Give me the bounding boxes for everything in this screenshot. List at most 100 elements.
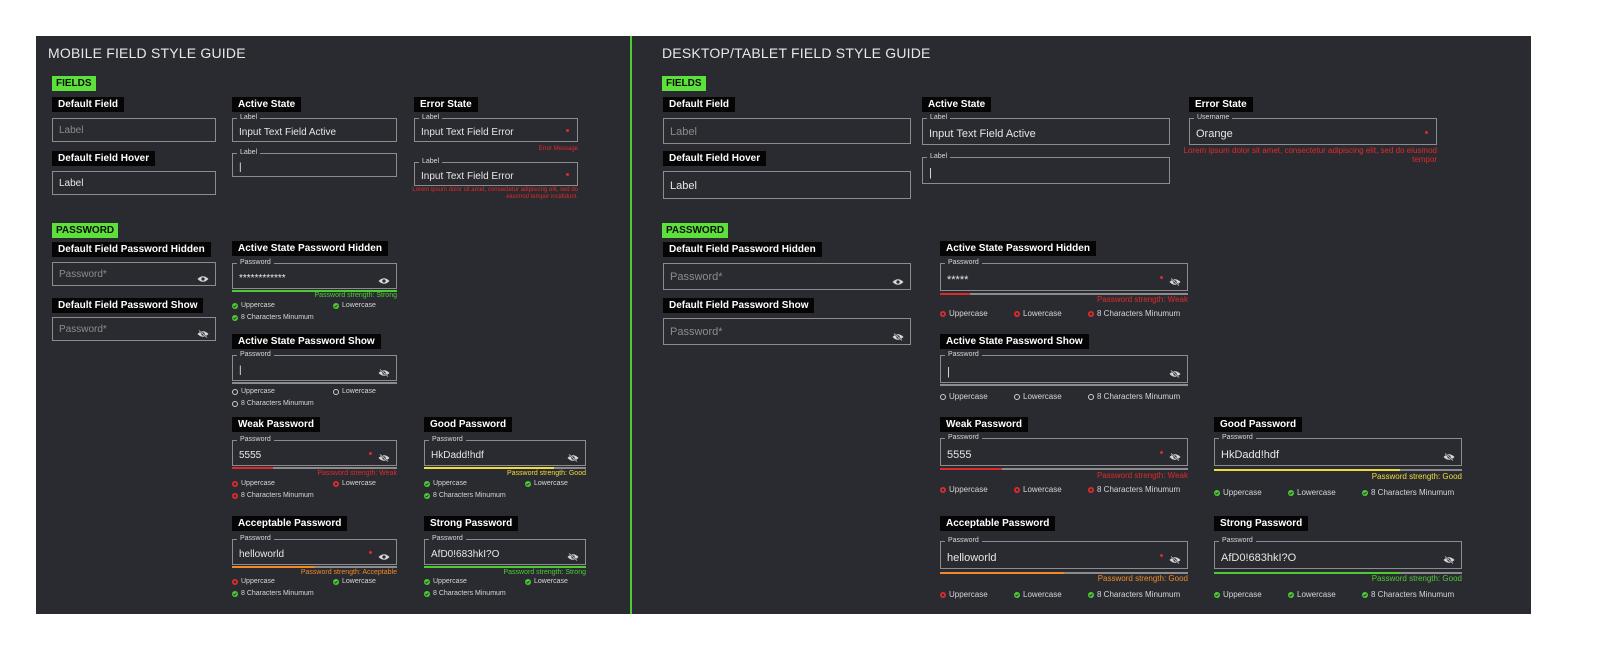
check-circle-icon xyxy=(333,302,339,309)
field-floating-label: Password xyxy=(945,258,982,267)
criterion-text: Lowercase xyxy=(342,480,376,487)
strength-bar-fill xyxy=(232,566,315,568)
password-field[interactable]: Password ***** xyxy=(940,258,1188,291)
password-field[interactable]: Password | xyxy=(940,350,1188,383)
x-circle-icon xyxy=(940,486,946,493)
component-label: Default Field Hover xyxy=(663,151,767,166)
x-circle-icon xyxy=(232,492,238,499)
password-criterion: 8 Characters Minumum xyxy=(1088,485,1180,494)
field-floating-label: Password xyxy=(945,536,982,545)
text-field[interactable]: Label xyxy=(52,118,216,142)
field-floating-label: Password xyxy=(237,534,274,543)
eye-icon[interactable] xyxy=(378,548,390,560)
text-field[interactable]: Label Input Text Field Active xyxy=(232,113,397,142)
strength-text: Password strength: Strong xyxy=(503,569,587,576)
password-field[interactable]: Password | xyxy=(232,350,397,381)
check-circle-icon xyxy=(333,578,339,585)
error-message: Lorem ipsum dolor sit amet, consectetur … xyxy=(1183,146,1437,165)
criterion-text: Uppercase xyxy=(949,485,988,494)
password-field[interactable]: Password ************ xyxy=(232,258,397,289)
eye-off-icon[interactable] xyxy=(197,325,209,339)
password-field[interactable]: Password* xyxy=(663,318,911,345)
criterion-text: Uppercase xyxy=(241,578,275,585)
component-label: Weak Password xyxy=(940,417,1028,432)
text-field[interactable]: Label Input Text Field Active xyxy=(922,113,1170,145)
component-label: Default Field Password Hidden xyxy=(52,242,211,257)
check-circle-icon xyxy=(1288,489,1294,496)
eye-icon[interactable] xyxy=(892,273,904,285)
password-criterion: Lowercase xyxy=(333,388,376,395)
criterion-text: 8 Characters Minumum xyxy=(1097,392,1181,401)
text-field[interactable]: Label xyxy=(663,171,911,199)
password-criterion: Lowercase xyxy=(1014,309,1062,318)
password-field[interactable]: Password helloworld xyxy=(232,534,397,565)
field-floating-label: Label xyxy=(237,113,261,122)
eye-off-icon[interactable] xyxy=(1169,448,1181,462)
field-floating-label: Password xyxy=(237,435,274,444)
eye-off-icon[interactable] xyxy=(892,328,904,341)
password-field[interactable]: Password 5555 xyxy=(940,433,1188,466)
component-label: Active State Password Show xyxy=(232,334,381,349)
field-placeholder: Label xyxy=(670,125,697,138)
password-field[interactable]: Password AfD0!683hkI?O xyxy=(1214,536,1462,569)
component-label: Default Field Password Show xyxy=(663,298,815,313)
check-circle-icon xyxy=(424,492,430,499)
password-field[interactable]: Password AfD0!683hkI?O xyxy=(424,534,586,565)
empty-circle-icon xyxy=(940,393,946,400)
eye-off-icon[interactable] xyxy=(1443,448,1455,462)
field-value: Label xyxy=(59,178,84,189)
text-field[interactable]: Label xyxy=(663,118,911,144)
field-floating-label: Password xyxy=(945,433,982,442)
password-field[interactable]: Password* xyxy=(52,262,216,286)
error-message: Lorem ipsum dolor sit amet, consectetur … xyxy=(412,187,578,200)
password-criterion: 8 Characters Minumum xyxy=(1088,309,1180,318)
eye-off-icon[interactable] xyxy=(1169,551,1181,565)
empty-circle-icon xyxy=(232,400,238,407)
check-circle-icon xyxy=(424,480,430,487)
eye-off-icon[interactable] xyxy=(1169,365,1181,379)
password-criterion: Lowercase xyxy=(1014,392,1062,401)
component-label: Default Field xyxy=(663,97,736,112)
text-field[interactable]: Label Input Text Field Error xyxy=(414,157,578,186)
password-field[interactable]: Password helloworld xyxy=(940,536,1188,569)
password-field[interactable]: Password* xyxy=(663,263,911,290)
text-field[interactable]: Label Input Text Field Error xyxy=(414,113,578,142)
text-field[interactable]: Label xyxy=(52,171,216,195)
password-criterion: Lowercase xyxy=(1014,590,1062,599)
text-field[interactable]: Username Orange xyxy=(1189,113,1437,145)
strength-text: Password strength: Strong xyxy=(314,292,398,299)
criterion-text: Lowercase xyxy=(1297,590,1336,599)
strength-bar-fill xyxy=(1214,469,1400,471)
strength-bar xyxy=(232,566,397,568)
criterion-text: Uppercase xyxy=(1223,590,1262,599)
password-field[interactable]: Password* xyxy=(52,317,216,341)
strength-bar xyxy=(940,468,1188,470)
eye-off-icon[interactable] xyxy=(1169,273,1181,287)
eye-off-icon[interactable] xyxy=(567,449,579,463)
field-value: | xyxy=(929,167,932,179)
criterion-text: 8 Characters Minumum xyxy=(1097,309,1181,318)
eye-off-icon[interactable] xyxy=(378,364,390,378)
strength-text: Password strength: Weak xyxy=(317,470,397,477)
field-value: Input Text Field Active xyxy=(929,128,1036,140)
mobile-password-badge: PASSWORD xyxy=(52,223,119,238)
eye-off-icon[interactable] xyxy=(1443,551,1455,565)
password-field[interactable]: Password HkDadd!hdf xyxy=(424,435,586,466)
text-field[interactable]: Label | xyxy=(922,152,1170,184)
password-field[interactable]: Password 5555 xyxy=(232,435,397,466)
check-circle-icon xyxy=(1088,591,1094,598)
strength-bar xyxy=(232,382,397,384)
eye-icon[interactable] xyxy=(197,270,209,282)
password-criterion: Uppercase xyxy=(940,485,988,494)
text-field[interactable]: Label | xyxy=(232,148,397,177)
desktop-title: DESKTOP/TABLET FIELD STYLE GUIDE xyxy=(662,45,931,61)
error-indicator-dot xyxy=(1160,276,1163,279)
eye-off-icon[interactable] xyxy=(567,548,579,562)
eye-icon[interactable] xyxy=(378,272,390,284)
eye-off-icon[interactable] xyxy=(378,449,390,463)
password-field[interactable]: Password HkDadd!hdf xyxy=(1214,433,1462,466)
strength-bar xyxy=(1214,469,1462,471)
password-criterion: Uppercase xyxy=(232,302,275,309)
field-value: HkDadd!hdf xyxy=(1221,448,1280,461)
field-floating-label: Password xyxy=(429,435,466,444)
